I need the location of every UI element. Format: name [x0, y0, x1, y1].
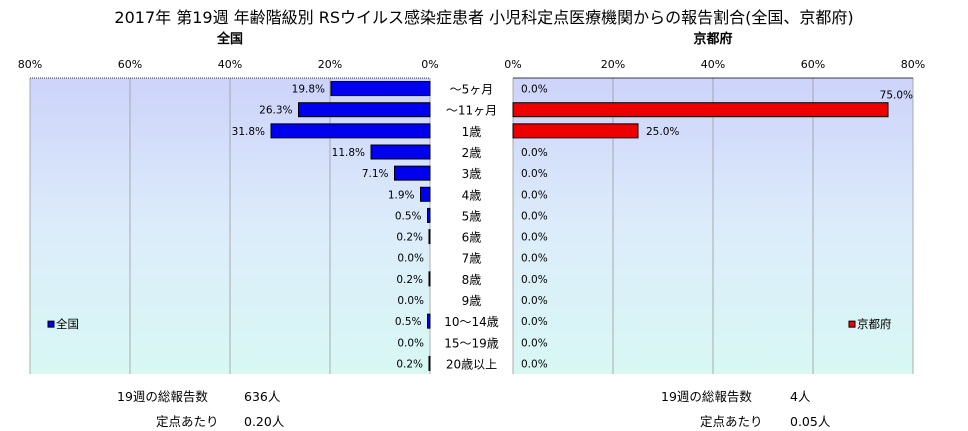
right-value-label: 0.0%: [521, 274, 548, 286]
right-total-value: 4人: [790, 389, 811, 404]
right-value-label: 0.0%: [521, 253, 548, 265]
right-value-label: 0.0%: [521, 295, 548, 307]
left-legend-label: 全国: [56, 317, 79, 331]
left-tick-label: 40%: [218, 58, 242, 71]
left-value-label: 31.8%: [232, 126, 265, 138]
category-label: 2歳: [462, 146, 482, 160]
left-value-label: 0.2%: [396, 232, 423, 244]
right-value-label: 0.0%: [521, 316, 548, 328]
left-per-value: 0.20人: [244, 414, 285, 429]
left-bar: [298, 102, 431, 118]
right-tick-label: 40%: [701, 58, 725, 71]
category-label: 10～14歳: [444, 315, 499, 329]
category-label: ～11ヶ月: [446, 104, 497, 118]
left-value-label: 1.9%: [388, 189, 415, 201]
left-bar: [428, 229, 431, 245]
right-value-label: 0.0%: [521, 232, 548, 244]
right-bar: [512, 123, 639, 139]
left-bar: [420, 186, 431, 202]
left-tick-label: 0%: [421, 58, 438, 71]
left-value-label: 19.8%: [292, 84, 325, 96]
left-tick-label: 20%: [318, 58, 342, 71]
left-bar: [428, 355, 431, 371]
right-value-label: 0.0%: [521, 84, 548, 96]
right-tick-label: 80%: [901, 58, 925, 71]
left-value-label: 0.0%: [397, 253, 424, 265]
right-value-label: 0.0%: [521, 147, 548, 159]
right-total-label: 19週の総報告数: [661, 389, 752, 404]
left-bar: [394, 165, 431, 181]
left-value-label: 0.2%: [396, 358, 423, 370]
category-label: 9歳: [462, 294, 482, 308]
right-value-label: 75.0%: [880, 90, 913, 102]
chart-title: 2017年 第19週 年齢階級別 RSウイルス感染症患者 小児科定点医療機関から…: [114, 8, 854, 27]
category-label: 7歳: [462, 252, 482, 266]
right-value-label: 0.0%: [521, 358, 548, 370]
right-value-label: 0.0%: [521, 189, 548, 201]
category-label: 4歳: [462, 188, 482, 202]
right-legend-swatch: [848, 320, 856, 328]
left-panel-title: 全国: [216, 32, 243, 47]
left-total-value: 636人: [244, 389, 281, 404]
left-value-label: 0.5%: [395, 210, 422, 222]
left-value-label: 11.8%: [332, 147, 365, 159]
left-value-label: 26.3%: [259, 105, 292, 117]
left-bar: [370, 144, 431, 160]
right-value-label: 25.0%: [646, 126, 679, 138]
left-value-label: 0.2%: [396, 274, 423, 286]
right-tick-label: 60%: [801, 58, 825, 71]
right-tick-label: 0%: [504, 58, 521, 71]
right-per-value: 0.05人: [790, 414, 831, 429]
right-panel-title: 京都府: [693, 32, 733, 47]
category-label: 5歳: [462, 209, 482, 223]
left-legend-swatch: [47, 320, 55, 328]
left-total-label: 19週の総報告数: [117, 389, 208, 404]
left-bar: [270, 123, 431, 139]
left-value-label: 0.5%: [395, 316, 422, 328]
category-label: 20歳以上: [446, 357, 497, 371]
left-tick-label: 60%: [118, 58, 142, 71]
category-label: 15～19歳: [444, 336, 499, 350]
right-per-label: 定点あたり: [700, 414, 763, 429]
right-tick-label: 20%: [601, 58, 625, 71]
left-bar: [428, 271, 431, 287]
left-tick-label: 80%: [18, 58, 42, 71]
left-value-label: 7.1%: [362, 168, 389, 180]
category-label: 3歳: [462, 167, 482, 181]
right-bar: [512, 102, 889, 118]
category-label: 6歳: [462, 231, 482, 245]
category-label: 1歳: [462, 125, 482, 139]
right-legend-label: 京都府: [857, 317, 892, 331]
right-value-label: 0.0%: [521, 337, 548, 349]
left-bar: [330, 81, 431, 97]
left-bar: [427, 207, 431, 223]
left-value-label: 0.0%: [397, 295, 424, 307]
left-value-label: 0.0%: [397, 337, 424, 349]
left-bar: [427, 313, 431, 329]
left-per-label: 定点あたり: [156, 414, 219, 429]
category-label: 8歳: [462, 273, 482, 287]
category-label: ～5ヶ月: [450, 83, 494, 97]
right-value-label: 0.0%: [521, 168, 548, 180]
right-value-label: 0.0%: [521, 210, 548, 222]
